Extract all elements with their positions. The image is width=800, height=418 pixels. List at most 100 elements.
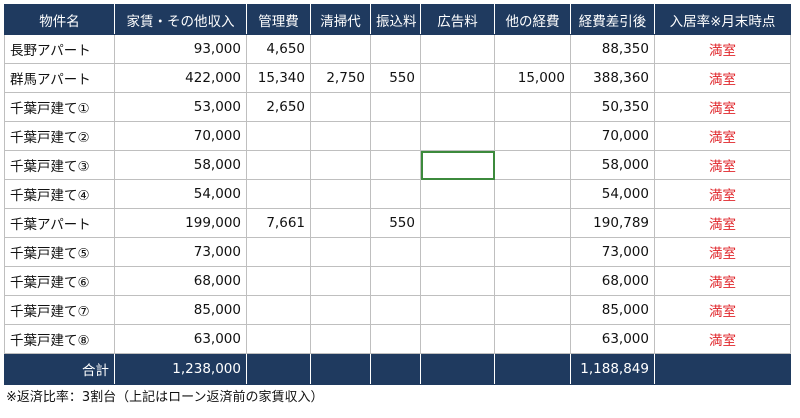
total-transfer-cell[interactable] xyxy=(370,353,421,385)
cell-net-after-expenses[interactable]: 68,000 xyxy=(570,266,655,296)
cell-net-after-expenses[interactable]: 50,350 xyxy=(570,92,655,122)
header-occupancy-rate[interactable]: 入居率※月末時点 xyxy=(654,4,791,35)
cell-management-fee[interactable] xyxy=(246,266,311,296)
cell-other-expenses[interactable] xyxy=(494,208,571,238)
cell-other-expenses[interactable] xyxy=(494,237,571,267)
cell-net-after-expenses[interactable]: 58,000 xyxy=(570,150,655,180)
cell-cleaning-fee[interactable] xyxy=(310,208,371,238)
cell-net-after-expenses[interactable]: 88,350 xyxy=(570,34,655,64)
cell-transfer-fee[interactable] xyxy=(370,324,421,354)
cell-transfer-fee[interactable] xyxy=(370,34,421,64)
total-mgmt-cell[interactable] xyxy=(246,353,311,385)
cell-rent-income[interactable]: 85,000 xyxy=(114,295,247,325)
cell-management-fee[interactable]: 4,650 xyxy=(246,34,311,64)
cell-transfer-fee[interactable] xyxy=(370,150,421,180)
cell-property-name[interactable]: 千葉戸建て③ xyxy=(4,150,115,180)
total-other-cell[interactable] xyxy=(494,353,571,385)
cell-management-fee[interactable] xyxy=(246,237,311,267)
cell-net-after-expenses[interactable]: 388,360 xyxy=(570,63,655,93)
total-rent-cell[interactable]: 1,238,000 xyxy=(114,353,247,385)
cell-other-expenses[interactable] xyxy=(494,121,571,151)
cell-occupancy-status[interactable]: 満室 xyxy=(654,179,791,209)
cell-other-expenses[interactable] xyxy=(494,150,571,180)
cell-management-fee[interactable] xyxy=(246,295,311,325)
header-property-name[interactable]: 物件名 xyxy=(4,4,115,35)
cell-property-name[interactable]: 千葉戸建て⑦ xyxy=(4,295,115,325)
cell-net-after-expenses[interactable]: 190,789 xyxy=(570,208,655,238)
cell-cleaning-fee[interactable] xyxy=(310,295,371,325)
cell-transfer-fee[interactable] xyxy=(370,121,421,151)
cell-net-after-expenses[interactable]: 54,000 xyxy=(570,179,655,209)
cell-ad-fee[interactable] xyxy=(420,92,495,122)
cell-management-fee[interactable] xyxy=(246,150,311,180)
total-label-cell[interactable]: 合計 xyxy=(4,353,115,385)
cell-cleaning-fee[interactable] xyxy=(310,179,371,209)
cell-rent-income[interactable]: 68,000 xyxy=(114,266,247,296)
total-cleaning-cell[interactable] xyxy=(310,353,371,385)
cell-property-name[interactable]: 千葉アパート xyxy=(4,208,115,238)
cell-rent-income[interactable]: 58,000 xyxy=(114,150,247,180)
header-net-after-expenses[interactable]: 経費差引後 xyxy=(570,4,655,35)
cell-rent-income[interactable]: 54,000 xyxy=(114,179,247,209)
cell-ad-fee[interactable] xyxy=(420,237,495,267)
cell-rent-income[interactable]: 199,000 xyxy=(114,208,247,238)
cell-occupancy-status[interactable]: 満室 xyxy=(654,295,791,325)
cell-property-name[interactable]: 千葉戸建て⑥ xyxy=(4,266,115,296)
cell-ad-fee[interactable] xyxy=(420,179,495,209)
total-occupancy-cell[interactable] xyxy=(654,353,791,385)
cell-occupancy-status[interactable]: 満室 xyxy=(654,266,791,296)
cell-other-expenses[interactable] xyxy=(494,266,571,296)
cell-ad-fee[interactable] xyxy=(420,266,495,296)
cell-occupancy-status[interactable]: 満室 xyxy=(654,208,791,238)
cell-other-expenses[interactable]: 15,000 xyxy=(494,63,571,93)
cell-rent-income[interactable]: 422,000 xyxy=(114,63,247,93)
cell-occupancy-status[interactable]: 満室 xyxy=(654,150,791,180)
cell-rent-income[interactable]: 70,000 xyxy=(114,121,247,151)
cell-ad-fee[interactable] xyxy=(420,63,495,93)
cell-management-fee[interactable]: 2,650 xyxy=(246,92,311,122)
cell-occupancy-status[interactable]: 満室 xyxy=(654,34,791,64)
cell-transfer-fee[interactable] xyxy=(370,179,421,209)
header-rent-income[interactable]: 家賃・その他収入 xyxy=(114,4,247,35)
header-other-expenses[interactable]: 他の経費 xyxy=(494,4,571,35)
cell-property-name[interactable]: 千葉戸建て② xyxy=(4,121,115,151)
cell-cleaning-fee[interactable] xyxy=(310,266,371,296)
cell-cleaning-fee[interactable] xyxy=(310,92,371,122)
cell-cleaning-fee[interactable]: 2,750 xyxy=(310,63,371,93)
cell-management-fee[interactable] xyxy=(246,179,311,209)
cell-cleaning-fee[interactable] xyxy=(310,121,371,151)
cell-occupancy-status[interactable]: 満室 xyxy=(654,92,791,122)
cell-cleaning-fee[interactable] xyxy=(310,150,371,180)
cell-property-name[interactable]: 長野アパート xyxy=(4,34,115,64)
cell-ad-fee[interactable] xyxy=(420,295,495,325)
header-ad-fee[interactable]: 広告料 xyxy=(420,4,495,35)
cell-property-name[interactable]: 群馬アパート xyxy=(4,63,115,93)
cell-cleaning-fee[interactable] xyxy=(310,34,371,64)
cell-rent-income[interactable]: 73,000 xyxy=(114,237,247,267)
cell-other-expenses[interactable] xyxy=(494,179,571,209)
cell-rent-income[interactable]: 93,000 xyxy=(114,34,247,64)
header-cleaning-fee[interactable]: 清掃代 xyxy=(310,4,371,35)
cell-occupancy-status[interactable]: 満室 xyxy=(654,237,791,267)
cell-property-name[interactable]: 千葉戸建て⑤ xyxy=(4,237,115,267)
cell-ad-fee[interactable] xyxy=(420,150,495,180)
cell-property-name[interactable]: 千葉戸建て① xyxy=(4,92,115,122)
cell-occupancy-status[interactable]: 満室 xyxy=(654,63,791,93)
cell-transfer-fee[interactable] xyxy=(370,92,421,122)
total-net-cell[interactable]: 1,188,849 xyxy=(570,353,655,385)
cell-management-fee[interactable]: 15,340 xyxy=(246,63,311,93)
cell-rent-income[interactable]: 53,000 xyxy=(114,92,247,122)
cell-other-expenses[interactable] xyxy=(494,295,571,325)
cell-transfer-fee[interactable] xyxy=(370,237,421,267)
header-transfer-fee[interactable]: 振込料 xyxy=(370,4,421,35)
cell-net-after-expenses[interactable]: 63,000 xyxy=(570,324,655,354)
cell-other-expenses[interactable] xyxy=(494,324,571,354)
cell-property-name[interactable]: 千葉戸建て⑧ xyxy=(4,324,115,354)
cell-transfer-fee[interactable]: 550 xyxy=(370,63,421,93)
cell-net-after-expenses[interactable]: 70,000 xyxy=(570,121,655,151)
cell-other-expenses[interactable] xyxy=(494,92,571,122)
cell-ad-fee[interactable] xyxy=(420,208,495,238)
cell-management-fee[interactable] xyxy=(246,121,311,151)
header-management-fee[interactable]: 管理費 xyxy=(246,4,311,35)
cell-rent-income[interactable]: 63,000 xyxy=(114,324,247,354)
